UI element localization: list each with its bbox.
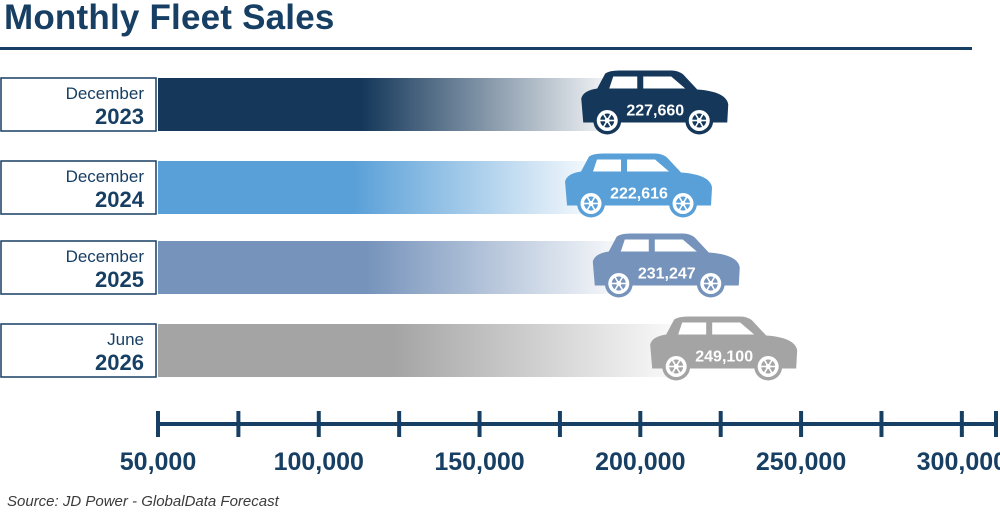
bar-2024 [158, 161, 594, 214]
chart-title: Monthly Fleet Sales [4, 0, 335, 37]
x-tick-label: 50,000 [120, 448, 196, 476]
category-year-label: 2026 [95, 350, 144, 375]
x-tick-label: 300,000 [917, 448, 1000, 476]
category-year-label: 2024 [95, 187, 145, 212]
car-icon [581, 70, 729, 135]
car-icon [565, 153, 713, 218]
x-tick-label: 150,000 [434, 448, 524, 476]
category-label-box [0, 323, 157, 378]
category-month-label: December [66, 167, 145, 186]
category-label-box [0, 240, 157, 295]
x-tick-label: 200,000 [595, 448, 685, 476]
bar-2025 [158, 241, 621, 294]
category-label-box [0, 160, 157, 215]
value-label: 231,247 [638, 266, 696, 283]
title-divider [0, 47, 972, 50]
x-tick-label: 100,000 [274, 448, 364, 476]
value-label: 222,616 [610, 186, 668, 203]
value-label: 249,100 [695, 349, 753, 366]
value-label: 227,660 [626, 103, 684, 120]
car-icon [650, 316, 798, 381]
category-year-label: 2025 [95, 267, 144, 292]
category-month-label: June [107, 330, 144, 349]
bar-2023 [158, 78, 610, 131]
x-tick-label: 250,000 [756, 448, 846, 476]
category-year-label: 2023 [95, 104, 144, 129]
category-month-label: December [66, 84, 145, 103]
category-label-box [0, 77, 157, 132]
category-month-label: December [66, 247, 145, 266]
car-icon [592, 233, 740, 298]
bar-2026 [158, 324, 679, 377]
source-note: Source: JD Power - GlobalData Forecast [7, 493, 279, 510]
